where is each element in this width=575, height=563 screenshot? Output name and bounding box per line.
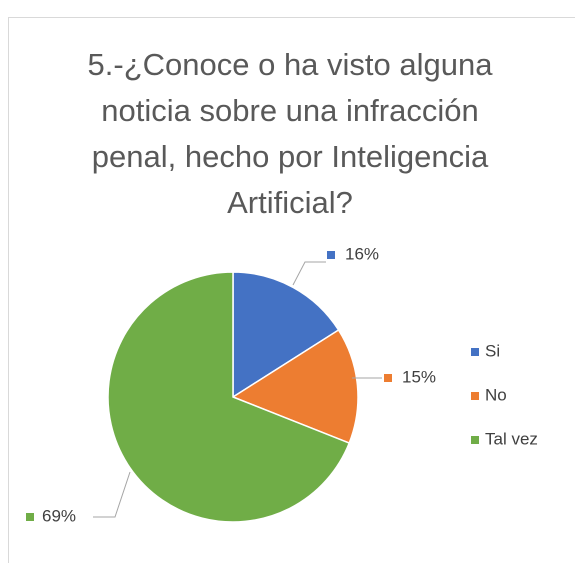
pie-slice [232,271,340,399]
data-label: 15% [402,367,436,386]
data-label: 69% [42,506,76,525]
legend-key [471,392,479,400]
data-label: 16% [345,244,379,263]
legend-label: Tal vez [485,429,538,448]
label-key [327,251,335,259]
label-key [26,513,34,521]
legend-label: Si [485,341,500,360]
label-key [384,374,392,382]
legend-label: No [485,385,507,404]
leader-line [93,471,131,518]
legend-key [471,348,479,356]
legend-key [471,436,479,444]
chart-title: 5.-¿Conoce o ha visto alguna noticia sob… [87,47,493,220]
pie-slice [107,271,351,523]
leader-line [292,261,326,286]
pie-slice [231,328,359,444]
